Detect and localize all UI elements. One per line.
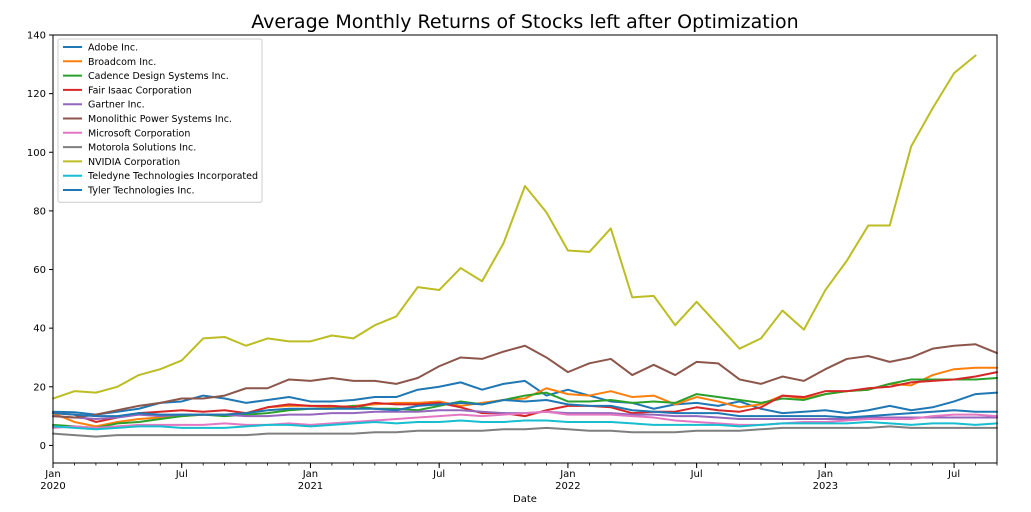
series-line-8 (52, 54, 977, 400)
series-line-9 (52, 419, 998, 431)
legend-label: Cadence Design Systems Inc. (88, 71, 229, 82)
legend-label: Teledyne Technologies Incorporated (87, 171, 258, 182)
legend-label: Monolithic Power Systems Inc. (88, 114, 232, 125)
legend-label: Adobe Inc. (88, 43, 138, 54)
x-tick-label: Jul (947, 469, 960, 480)
y-tick-label: 80 (33, 206, 46, 217)
series-line-6 (52, 410, 998, 429)
legend-box (57, 38, 263, 203)
x-tick-year-label: 2020 (40, 481, 65, 492)
y-tick-label: 100 (27, 148, 46, 159)
x-tick-label: Jan (559, 469, 575, 480)
x-tick-label: Jan (817, 469, 833, 480)
y-tick-label: 60 (33, 265, 46, 276)
y-tick-label: 40 (33, 324, 46, 335)
x-tick-year-label: 2021 (298, 481, 323, 492)
x-tick-label: Jan (44, 469, 60, 480)
y-tick-label: 140 (27, 31, 46, 42)
series-line-7 (52, 425, 998, 438)
y-tick-label: 120 (27, 89, 46, 100)
x-tick-year-label: 2023 (813, 481, 838, 492)
series-line-5 (52, 343, 998, 419)
legend-label: Microsoft Corporation (88, 128, 190, 139)
legend-label: Motorola Solutions Inc. (88, 143, 196, 154)
legend-label: Gartner Inc. (88, 100, 145, 111)
legend-label: NVIDIA Corporation (88, 157, 180, 168)
legend-label: Broadcom Inc. (88, 57, 156, 68)
legend-label: Fair Isaac Corporation (88, 85, 192, 96)
chart-title: Average Monthly Returns of Stocks left a… (251, 11, 798, 33)
legend-label: Tyler Technologies Inc. (87, 186, 194, 197)
x-tick-label: Jan (302, 469, 318, 480)
x-tick-label: Jul (175, 469, 188, 480)
series-line-10 (52, 398, 998, 419)
y-tick-label: 20 (33, 382, 46, 393)
series-line-3 (52, 371, 998, 423)
x-tick-year-label: 2022 (555, 481, 580, 492)
y-tick-label: 0 (40, 441, 46, 452)
x-tick-label: Jul (432, 469, 445, 480)
x-tick-label: Jul (690, 469, 703, 480)
x-axis-label: Date (513, 494, 537, 505)
